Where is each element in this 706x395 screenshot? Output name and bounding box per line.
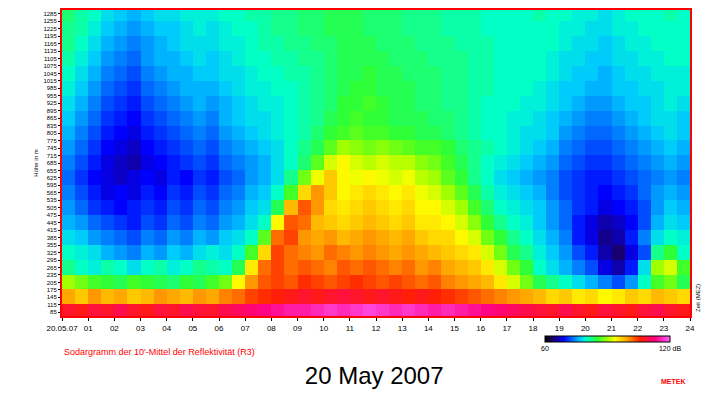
svg-text:865: 865 [47, 115, 58, 121]
svg-text:925: 925 [47, 100, 58, 106]
svg-text:1015: 1015 [43, 78, 57, 84]
svg-text:625: 625 [47, 175, 58, 181]
svg-text:1105: 1105 [44, 56, 58, 62]
svg-text:595: 595 [47, 182, 58, 188]
svg-text:895: 895 [47, 108, 58, 114]
svg-text:685: 685 [47, 160, 58, 166]
svg-text:985: 985 [47, 85, 58, 91]
svg-text:355: 355 [47, 242, 58, 248]
svg-text:06: 06 [215, 324, 224, 333]
svg-text:18: 18 [529, 324, 538, 333]
svg-text:325: 325 [47, 250, 58, 256]
svg-text:24: 24 [686, 324, 695, 333]
svg-text:175: 175 [47, 287, 58, 293]
svg-text:565: 565 [47, 190, 58, 196]
svg-text:1255: 1255 [43, 18, 57, 24]
svg-text:14: 14 [424, 324, 433, 333]
svg-text:385: 385 [47, 235, 58, 241]
svg-text:13: 13 [398, 324, 407, 333]
svg-text:03: 03 [136, 324, 145, 333]
svg-text:05: 05 [188, 324, 197, 333]
svg-text:655: 655 [47, 168, 58, 174]
svg-text:505: 505 [47, 205, 58, 211]
svg-text:Zeit (MEZ): Zeit (MEZ) [695, 284, 701, 312]
svg-text:475: 475 [47, 212, 58, 218]
svg-text:235: 235 [47, 272, 58, 278]
svg-text:08: 08 [267, 324, 276, 333]
svg-text:1225: 1225 [43, 26, 57, 32]
svg-text:15: 15 [450, 324, 459, 333]
svg-text:115: 115 [47, 302, 57, 308]
svg-text:12: 12 [372, 324, 381, 333]
svg-text:265: 265 [47, 265, 58, 271]
svg-text:10: 10 [319, 324, 328, 333]
svg-text:955: 955 [47, 93, 58, 99]
svg-text:745: 745 [47, 145, 58, 151]
svg-text:21: 21 [607, 324, 616, 333]
svg-text:02: 02 [110, 324, 119, 333]
svg-text:295: 295 [47, 257, 58, 263]
svg-text:07: 07 [241, 324, 250, 333]
svg-text:1135: 1135 [44, 48, 58, 54]
svg-text:Sodargramm der 10'-Mittel der: Sodargramm der 10'-Mittel der Reflektivi… [64, 347, 255, 357]
svg-text:1285: 1285 [43, 11, 57, 17]
svg-text:1165: 1165 [44, 41, 58, 47]
svg-text:1195: 1195 [44, 33, 58, 39]
svg-text:835: 835 [47, 123, 58, 129]
svg-text:535: 535 [47, 197, 58, 203]
svg-text:445: 445 [47, 220, 58, 226]
svg-text:11: 11 [346, 324, 355, 333]
svg-text:805: 805 [47, 130, 58, 136]
svg-text:85: 85 [50, 309, 57, 315]
svg-text:145: 145 [47, 294, 58, 300]
svg-text:775: 775 [47, 138, 58, 144]
svg-text:01: 01 [84, 324, 93, 333]
svg-text:19: 19 [555, 324, 564, 333]
svg-text:20: 20 [581, 324, 590, 333]
svg-text:20 May 2007: 20 May 2007 [305, 362, 444, 389]
svg-text:17: 17 [502, 324, 511, 333]
svg-text:120 dB: 120 dB [659, 345, 682, 352]
svg-text:09: 09 [293, 324, 302, 333]
svg-text:1045: 1045 [43, 71, 57, 77]
svg-text:Höhe in m: Höhe in m [33, 149, 39, 176]
svg-text:04: 04 [162, 324, 171, 333]
svg-text:16: 16 [476, 324, 485, 333]
svg-text:60: 60 [541, 345, 549, 352]
svg-text:22: 22 [633, 324, 642, 333]
svg-text:METEK: METEK [661, 378, 686, 385]
svg-text:205: 205 [47, 280, 58, 286]
svg-text:715: 715 [47, 153, 58, 159]
svg-text:20.05.07: 20.05.07 [46, 324, 78, 333]
svg-text:23: 23 [659, 324, 668, 333]
svg-text:1075: 1075 [43, 63, 57, 69]
svg-text:415: 415 [47, 227, 58, 233]
